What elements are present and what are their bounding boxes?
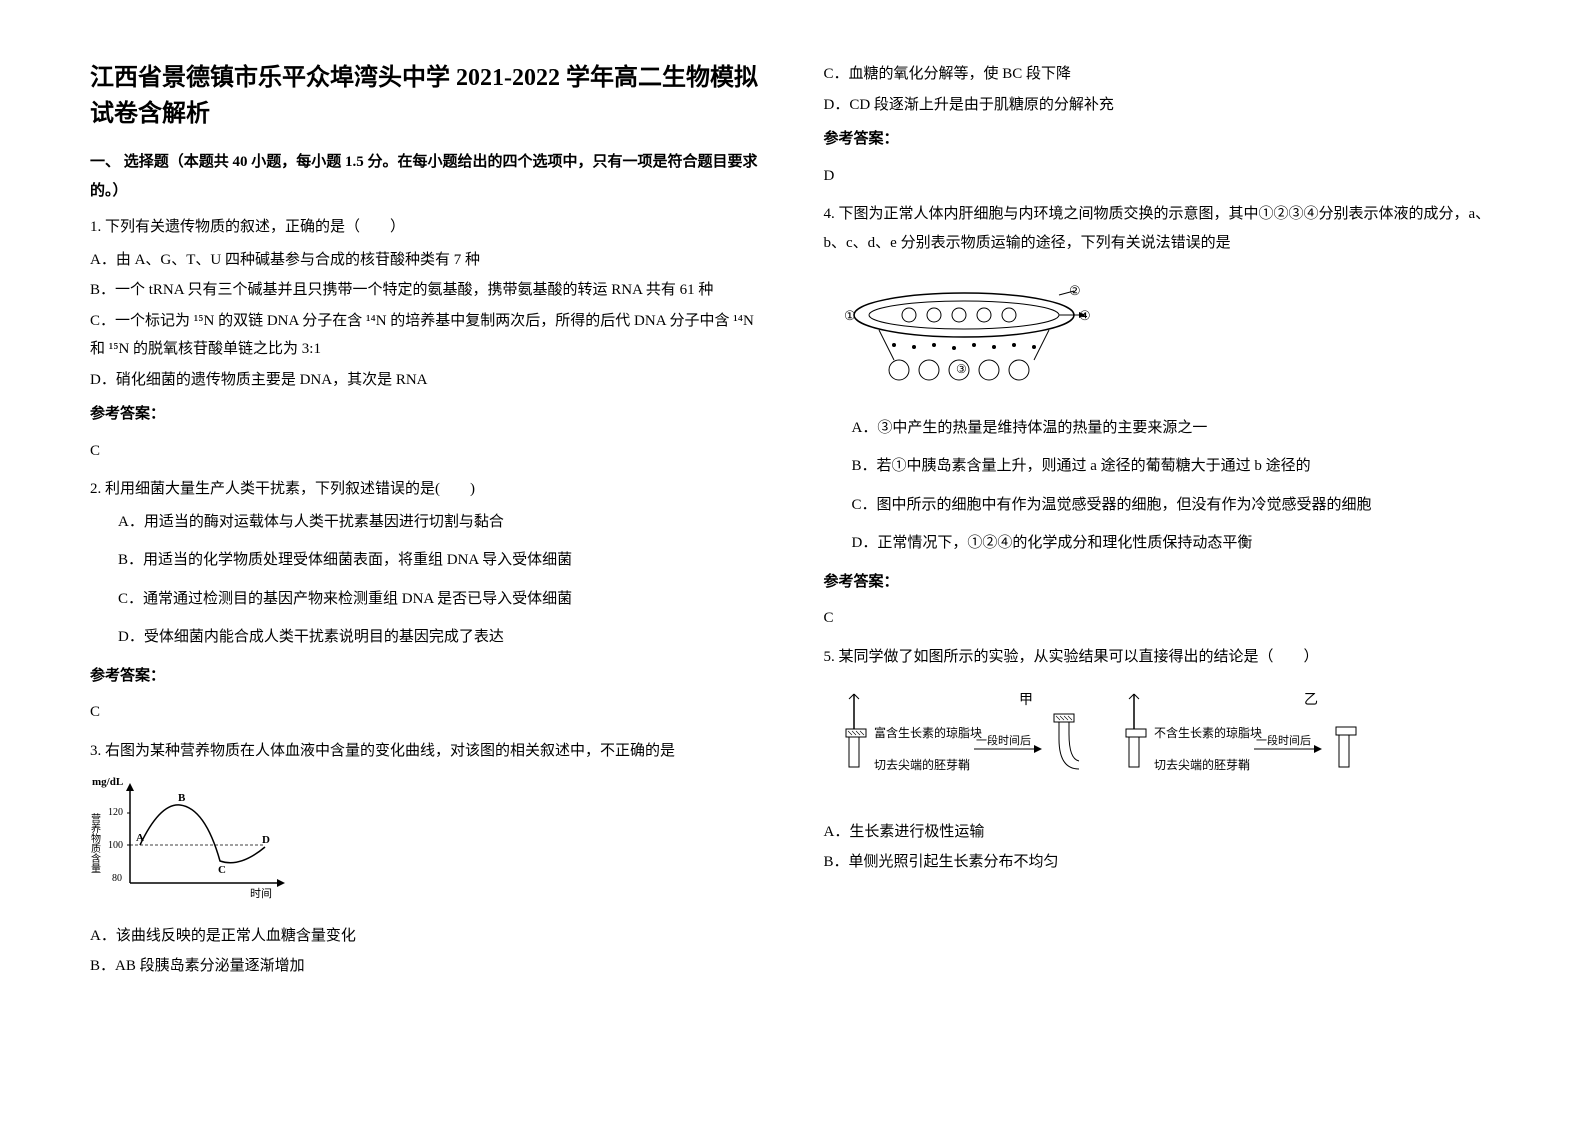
q5-option-a: A．生长素进行极性运输: [824, 818, 1498, 847]
question-2: 2. 利用细菌大量生产人类干扰素，下列叙述错误的是( ) A．用适当的酶对运载体…: [90, 475, 764, 727]
q4-diagram: ① ③ ② ④: [824, 265, 1498, 406]
q3-option-d: D．CD 段逐渐上升是由于肌糖原的分解补充: [824, 91, 1498, 120]
svg-text:A: A: [136, 832, 144, 844]
svg-text:80: 80: [112, 873, 122, 884]
question-5: 5. 某同学做了如图所示的实验，从实验结果可以直接得出的结论是（ ） 富含生长素…: [824, 643, 1498, 877]
q2-option-b: B．用适当的化学物质处理受体细菌表面，将重组 DNA 导入受体细菌: [90, 546, 764, 575]
q4-cell-diagram: ① ③ ② ④: [824, 265, 1104, 395]
question-3: 3. 右图为某种营养物质在人体血液中含量的变化曲线，对该图的相关叙述中，不正确的…: [90, 737, 764, 981]
svg-text:②: ②: [1069, 283, 1081, 298]
q2-option-d: D．受体细菌内能合成人类干扰素说明目的基因完成了表达: [90, 623, 764, 652]
q1-answer-label: 参考答案：: [90, 400, 764, 429]
svg-text:D: D: [262, 834, 270, 846]
q5-option-b: B．单侧光照引起生长素分布不均匀: [824, 848, 1498, 877]
svg-text:不含生长素的琼脂块: 不含生长素的琼脂块: [1154, 725, 1262, 740]
q3-yunit: mg/dL: [92, 776, 123, 788]
q4-answer-label: 参考答案：: [824, 568, 1498, 597]
q3-ylabel: 营养物质含量: [90, 812, 101, 873]
q3-chart: mg/dL 营养物质含量 80 100 120: [90, 773, 764, 914]
section-header: 一、 选择题（本题共 40 小题，每小题 1.5 分。在每小题给出的四个选项中，…: [90, 148, 764, 205]
q3-answer-label: 参考答案：: [824, 125, 1498, 154]
svg-text:C: C: [218, 864, 226, 876]
q1-option-d: D．硝化细菌的遗传物质主要是 DNA，其次是 RNA: [90, 366, 764, 395]
svg-text:100: 100: [108, 840, 123, 851]
q4-option-a: A．③中产生的热量是维持体温的热量的主要来源之一: [824, 414, 1498, 443]
q1-option-a: A．由 A、G、T、U 四种碱基参与合成的核苷酸种类有 7 种: [90, 246, 764, 275]
q4-option-b: B．若①中胰岛素含量上升，则通过 a 途径的葡萄糖大于通过 b 途径的: [824, 452, 1498, 481]
q3-option-c: C．血糖的氧化分解等，使 BC 段下降: [824, 60, 1498, 89]
q2-answer: C: [90, 698, 764, 727]
svg-text:120: 120: [108, 807, 123, 818]
q4-option-d: D．正常情况下，①②④的化学成分和理化性质保持动态平衡: [824, 529, 1498, 558]
q1-answer: C: [90, 437, 764, 466]
q5-yi-label: 乙: [1304, 692, 1318, 708]
q2-option-c: C．通常通过检测目的基因产物来检测重组 DNA 是否已导入受体细菌: [90, 585, 764, 614]
q3-xlabel: 时间: [250, 887, 272, 900]
left-column: 江西省景德镇市乐平众埠湾头中学 2021-2022 学年高二生物模拟试卷含解析 …: [90, 60, 764, 991]
q4-option-c: C．图中所示的细胞中有作为温觉感受器的细胞，但没有作为冷觉感受器的细胞: [824, 491, 1498, 520]
q3-line-chart: mg/dL 营养物质含量 80 100 120: [90, 773, 290, 903]
q5-experiment-diagram: 富含生长素的琼脂块 切去尖端的胚芽鞘 甲 一段时间后: [824, 679, 1384, 799]
svg-text:①: ①: [844, 308, 856, 323]
q4-answer: C: [824, 604, 1498, 633]
svg-text:一段时间后: 一段时间后: [1256, 733, 1311, 747]
q3-option-b: B．AB 段胰岛素分泌量逐渐增加: [90, 952, 764, 981]
svg-text:B: B: [178, 792, 186, 804]
q2-answer-label: 参考答案：: [90, 662, 764, 691]
svg-text:切去尖端的胚芽鞘: 切去尖端的胚芽鞘: [874, 757, 970, 772]
q5-stem: 5. 某同学做了如图所示的实验，从实验结果可以直接得出的结论是（ ）: [824, 643, 1498, 672]
q3-stem: 3. 右图为某种营养物质在人体血液中含量的变化曲线，对该图的相关叙述中，不正确的…: [90, 737, 764, 766]
svg-text:③: ③: [956, 362, 967, 376]
question-4: 4. 下图为正常人体内肝细胞与内环境之间物质交换的示意图，其中①②③④分别表示体…: [824, 200, 1498, 633]
q2-option-a: A．用适当的酶对运载体与人类干扰素基因进行切割与黏合: [90, 508, 764, 537]
q3-answer: D: [824, 162, 1498, 191]
q1-stem: 1. 下列有关遗传物质的叙述，正确的是（ ）: [90, 213, 764, 242]
right-column: C．血糖的氧化分解等，使 BC 段下降 D．CD 段逐渐上升是由于肌糖原的分解补…: [824, 60, 1498, 991]
question-1: 1. 下列有关遗传物质的叙述，正确的是（ ） A．由 A、G、T、U 四种碱基参…: [90, 213, 764, 465]
svg-text:切去尖端的胚芽鞘: 切去尖端的胚芽鞘: [1154, 757, 1250, 772]
q4-stem: 4. 下图为正常人体内肝细胞与内环境之间物质交换的示意图，其中①②③④分别表示体…: [824, 200, 1498, 257]
q2-stem: 2. 利用细菌大量生产人类干扰素，下列叙述错误的是( ): [90, 475, 764, 504]
q1-option-c: C．一个标记为 ¹⁵N 的双链 DNA 分子在含 ¹⁴N 的培养基中复制两次后，…: [90, 307, 764, 364]
svg-text:一段时间后: 一段时间后: [976, 733, 1031, 747]
q3-option-a: A．该曲线反映的是正常人血糖含量变化: [90, 922, 764, 951]
document-title: 江西省景德镇市乐平众埠湾头中学 2021-2022 学年高二生物模拟试卷含解析: [90, 60, 764, 132]
q5-diagram: 富含生长素的琼脂块 切去尖端的胚芽鞘 甲 一段时间后: [824, 679, 1498, 810]
svg-text:富含生长素的琼脂块: 富含生长素的琼脂块: [874, 725, 982, 740]
q5-jia-label: 甲: [1019, 693, 1033, 708]
q1-option-b: B．一个 tRNA 只有三个碱基并且只携带一个特定的氨基酸，携带氨基酸的转运 R…: [90, 276, 764, 305]
